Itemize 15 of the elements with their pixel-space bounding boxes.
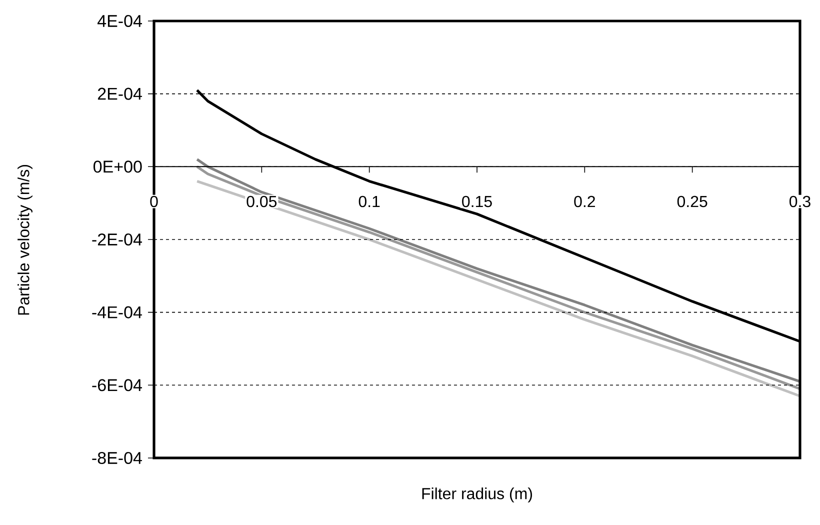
y-tick-label: 2E-04 (98, 88, 142, 100)
y-axis-title: Particle velocity (m/s) (18, 165, 32, 315)
x-tick-label: 0 (150, 196, 158, 208)
y-tick-label: 4E-04 (98, 14, 142, 28)
x-tick-label: 0.2 (574, 196, 595, 208)
x-tick-label: 0.15 (462, 196, 492, 208)
x-tick-label: 0.3 (790, 196, 810, 208)
x-axis-title: Filter radius (m) (422, 488, 532, 502)
y-tick-label: -2E-04 (92, 233, 142, 246)
y-tick-label: -6E-04 (92, 379, 142, 392)
y-tick-label: 0E+00 (94, 160, 142, 173)
y-tick-label: -8E-04 (92, 452, 142, 464)
x-tick-label: 0.1 (358, 196, 380, 208)
y-tick-label: -4E-04 (92, 306, 142, 318)
x-tick-label: 0.25 (677, 196, 708, 208)
